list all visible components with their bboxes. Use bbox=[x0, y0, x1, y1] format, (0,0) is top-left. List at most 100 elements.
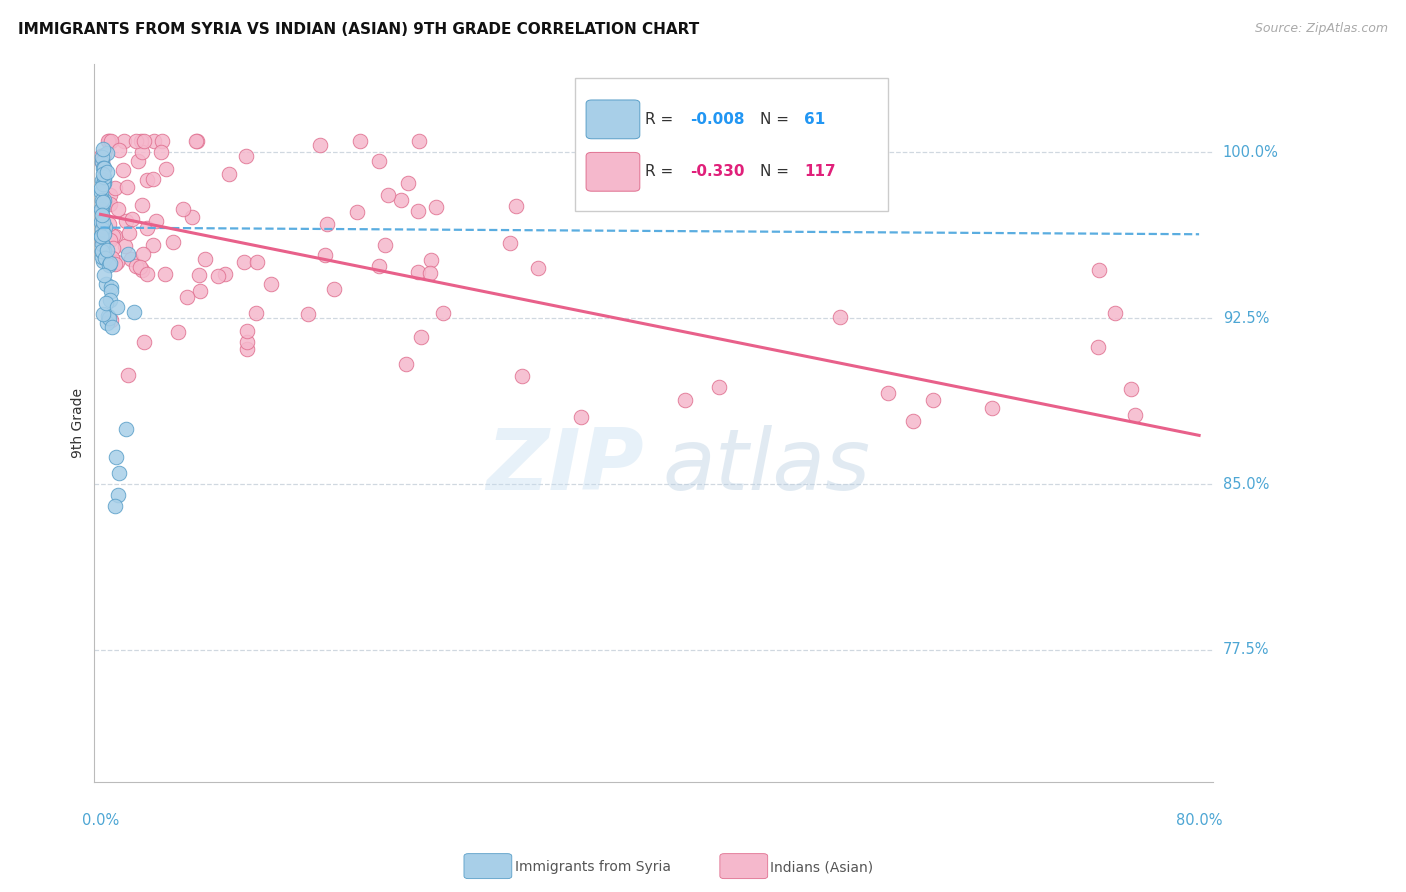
Point bbox=[569, 410, 592, 425]
Point bbox=[124, 259, 146, 273]
Point bbox=[1104, 306, 1126, 320]
Point bbox=[100, 251, 122, 265]
Point bbox=[91, 244, 114, 258]
Point bbox=[188, 268, 211, 282]
Point bbox=[232, 255, 254, 269]
Point bbox=[93, 225, 115, 239]
Point bbox=[94, 196, 117, 211]
Point bbox=[91, 251, 114, 265]
Point bbox=[104, 181, 127, 195]
Point bbox=[498, 235, 520, 250]
Point bbox=[346, 205, 368, 219]
Point bbox=[91, 208, 114, 222]
Point bbox=[132, 135, 155, 149]
Point bbox=[105, 450, 128, 465]
Point bbox=[90, 181, 112, 195]
Point bbox=[114, 214, 136, 228]
Text: 61: 61 bbox=[804, 112, 825, 127]
Point bbox=[100, 313, 122, 327]
Point bbox=[94, 295, 117, 310]
Y-axis label: 9th Grade: 9th Grade bbox=[72, 388, 86, 458]
Point bbox=[98, 135, 121, 149]
Point bbox=[91, 155, 114, 169]
Text: 0.0%: 0.0% bbox=[82, 813, 120, 828]
Point bbox=[90, 231, 112, 245]
Point bbox=[98, 197, 121, 211]
Point bbox=[246, 255, 269, 269]
Point bbox=[921, 392, 943, 407]
FancyBboxPatch shape bbox=[575, 78, 889, 211]
Text: 80.0%: 80.0% bbox=[1175, 813, 1222, 828]
Point bbox=[114, 238, 136, 252]
Point bbox=[406, 203, 429, 218]
Point bbox=[377, 188, 399, 202]
Point bbox=[91, 150, 114, 164]
Point bbox=[167, 325, 190, 339]
Point bbox=[135, 267, 157, 281]
Point bbox=[94, 220, 117, 235]
Point bbox=[90, 186, 112, 200]
Text: -0.008: -0.008 bbox=[690, 112, 745, 127]
Point bbox=[127, 153, 149, 168]
Point bbox=[91, 217, 114, 231]
Text: IMMIGRANTS FROM SYRIA VS INDIAN (ASIAN) 9TH GRADE CORRELATION CHART: IMMIGRANTS FROM SYRIA VS INDIAN (ASIAN) … bbox=[18, 22, 700, 37]
Point bbox=[673, 392, 696, 407]
Point bbox=[420, 253, 443, 268]
Text: 92.5%: 92.5% bbox=[1223, 310, 1270, 326]
Point bbox=[162, 235, 184, 249]
Point bbox=[150, 135, 173, 149]
Point bbox=[100, 284, 122, 298]
Point bbox=[91, 244, 114, 258]
Point bbox=[90, 237, 112, 252]
Text: N =: N = bbox=[759, 112, 793, 127]
Point bbox=[100, 320, 122, 334]
Point bbox=[91, 254, 114, 268]
Point bbox=[188, 284, 211, 298]
Text: Immigrants from Syria: Immigrants from Syria bbox=[515, 860, 671, 874]
Point bbox=[1087, 341, 1109, 355]
Text: N =: N = bbox=[759, 164, 793, 179]
Point bbox=[180, 211, 202, 225]
Point bbox=[323, 282, 346, 296]
Point bbox=[236, 342, 259, 356]
Point bbox=[93, 227, 115, 241]
Point bbox=[96, 316, 118, 330]
Point bbox=[91, 168, 114, 182]
Point bbox=[94, 251, 117, 265]
Point bbox=[97, 135, 120, 149]
Point bbox=[396, 176, 419, 190]
Point bbox=[96, 145, 118, 160]
Point bbox=[259, 277, 281, 291]
Point bbox=[104, 229, 127, 244]
Point bbox=[236, 324, 259, 338]
Point bbox=[97, 309, 120, 323]
Point bbox=[93, 244, 115, 258]
Point bbox=[93, 148, 115, 162]
Point bbox=[142, 172, 165, 186]
Text: 77.5%: 77.5% bbox=[1223, 642, 1270, 657]
Point bbox=[142, 237, 165, 252]
Point bbox=[90, 215, 112, 229]
Point bbox=[419, 266, 441, 280]
Point bbox=[145, 214, 167, 228]
Text: ZIP: ZIP bbox=[486, 425, 644, 508]
Point bbox=[136, 221, 159, 235]
Point bbox=[314, 248, 336, 262]
Point bbox=[117, 180, 139, 194]
Point bbox=[408, 135, 430, 149]
Point bbox=[124, 304, 146, 318]
Point bbox=[93, 193, 115, 207]
Point bbox=[98, 256, 121, 270]
Point bbox=[830, 310, 852, 325]
Point bbox=[132, 247, 155, 261]
Point bbox=[707, 379, 730, 393]
Point bbox=[207, 269, 229, 284]
Point bbox=[91, 202, 114, 216]
Point bbox=[309, 138, 332, 153]
Point bbox=[409, 330, 432, 344]
Point bbox=[118, 226, 141, 240]
Point bbox=[98, 233, 121, 247]
Point bbox=[91, 196, 114, 211]
Point bbox=[104, 499, 127, 513]
Point bbox=[510, 368, 533, 383]
